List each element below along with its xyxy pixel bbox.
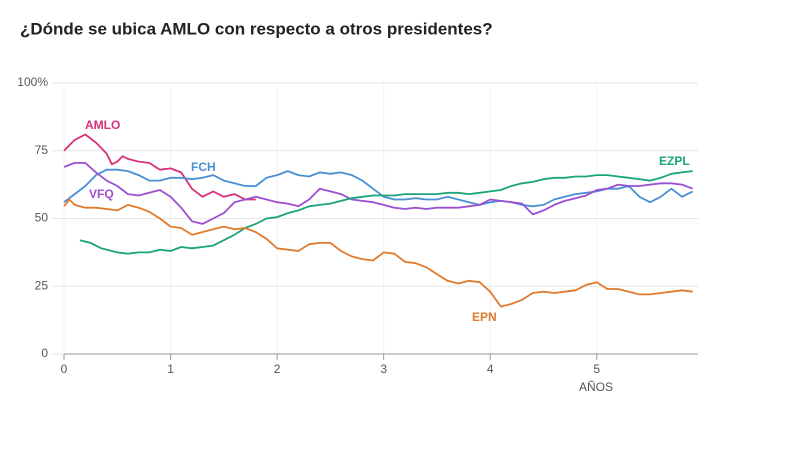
x-tick-label: 2 <box>274 362 281 376</box>
series-label: VFQ <box>89 187 114 201</box>
x-axis-label: AÑOS <box>579 380 613 394</box>
chart-title: ¿Dónde se ubica AMLO con respecto a otro… <box>20 19 493 38</box>
x-tick-label: 5 <box>593 362 600 376</box>
x-tick-label: 1 <box>167 362 174 376</box>
y-tick-label: 0 <box>41 346 48 360</box>
series-label: FCH <box>191 160 216 174</box>
series-label: EPN <box>472 310 497 324</box>
x-tick-label: 4 <box>487 362 494 376</box>
y-tick-label: 50 <box>35 211 49 225</box>
series-line <box>79 170 693 255</box>
y-tick-label: 25 <box>35 278 49 292</box>
series-label: EZPL <box>659 154 690 168</box>
series-line <box>63 168 694 208</box>
y-tick-label: 75 <box>35 143 49 157</box>
y-tick-label: 100% <box>17 75 48 89</box>
series-line <box>63 162 694 225</box>
series-line <box>63 133 256 201</box>
series-line <box>63 198 693 308</box>
x-tick-label: 3 <box>380 362 387 376</box>
series-label: AMLO <box>85 118 120 132</box>
x-tick-label: 0 <box>61 362 68 376</box>
